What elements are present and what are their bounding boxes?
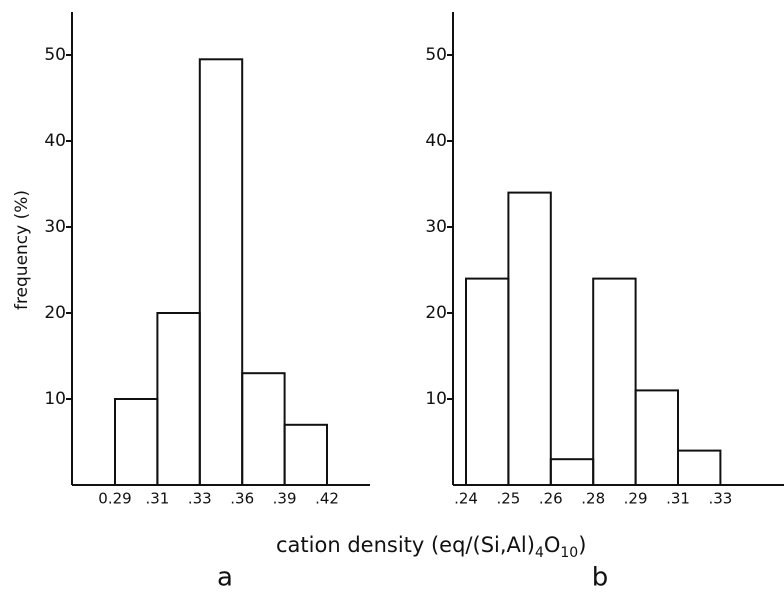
- panel-label: b: [592, 563, 609, 593]
- x-axis-label-part: ): [578, 533, 586, 557]
- bar: [507, 191, 552, 486]
- y-tick-label: 10: [425, 389, 447, 409]
- x-tick-label: .26: [539, 490, 563, 508]
- x-axis-label-subscript: 10: [560, 545, 578, 561]
- x-tick-label: .33: [708, 490, 732, 508]
- x-tick-label: .25: [496, 490, 520, 508]
- x-tick-label: .39: [273, 490, 297, 508]
- bar: [156, 312, 201, 486]
- x-tick-label: .24: [454, 490, 478, 508]
- y-tick-label: 40: [425, 131, 447, 151]
- x-tick-label: .28: [581, 490, 605, 508]
- bar: [114, 398, 159, 486]
- y-tick-label: 50: [44, 45, 66, 65]
- bar: [241, 372, 286, 487]
- bar: [198, 58, 244, 487]
- x-axis-label-part: O: [544, 533, 561, 557]
- y-tick-label: 30: [425, 217, 447, 237]
- y-tick-label: 40: [44, 131, 66, 151]
- bar: [677, 449, 722, 487]
- y-axis-label: frequency (%): [12, 190, 32, 310]
- bar: [549, 458, 595, 487]
- bar: [592, 277, 637, 486]
- x-tick-label: .31: [666, 490, 690, 508]
- y-tick-label: 20: [425, 303, 447, 323]
- x-axis-label-part: cation density (eq/(Si,Al): [276, 533, 535, 557]
- bar: [465, 277, 510, 486]
- y-tick-label: 20: [44, 303, 66, 323]
- x-tick-label: 0.29: [98, 490, 131, 508]
- panel-label: a: [217, 563, 233, 593]
- x-tick-label: .31: [145, 490, 169, 508]
- bar: [283, 423, 329, 486]
- x-axis-label: cation density (eq/(Si,Al)4O10): [276, 533, 586, 561]
- x-tick-label: .33: [188, 490, 212, 508]
- y-tick-label: 50: [425, 45, 447, 65]
- x-tick-label: .29: [624, 490, 648, 508]
- x-tick-label: .36: [230, 490, 254, 508]
- y-tick-label: 10: [44, 389, 66, 409]
- x-tick-label: .42: [315, 490, 339, 508]
- bar: [634, 389, 679, 486]
- x-axis-label-subscript: 4: [535, 545, 544, 561]
- y-tick-label: 30: [44, 217, 66, 237]
